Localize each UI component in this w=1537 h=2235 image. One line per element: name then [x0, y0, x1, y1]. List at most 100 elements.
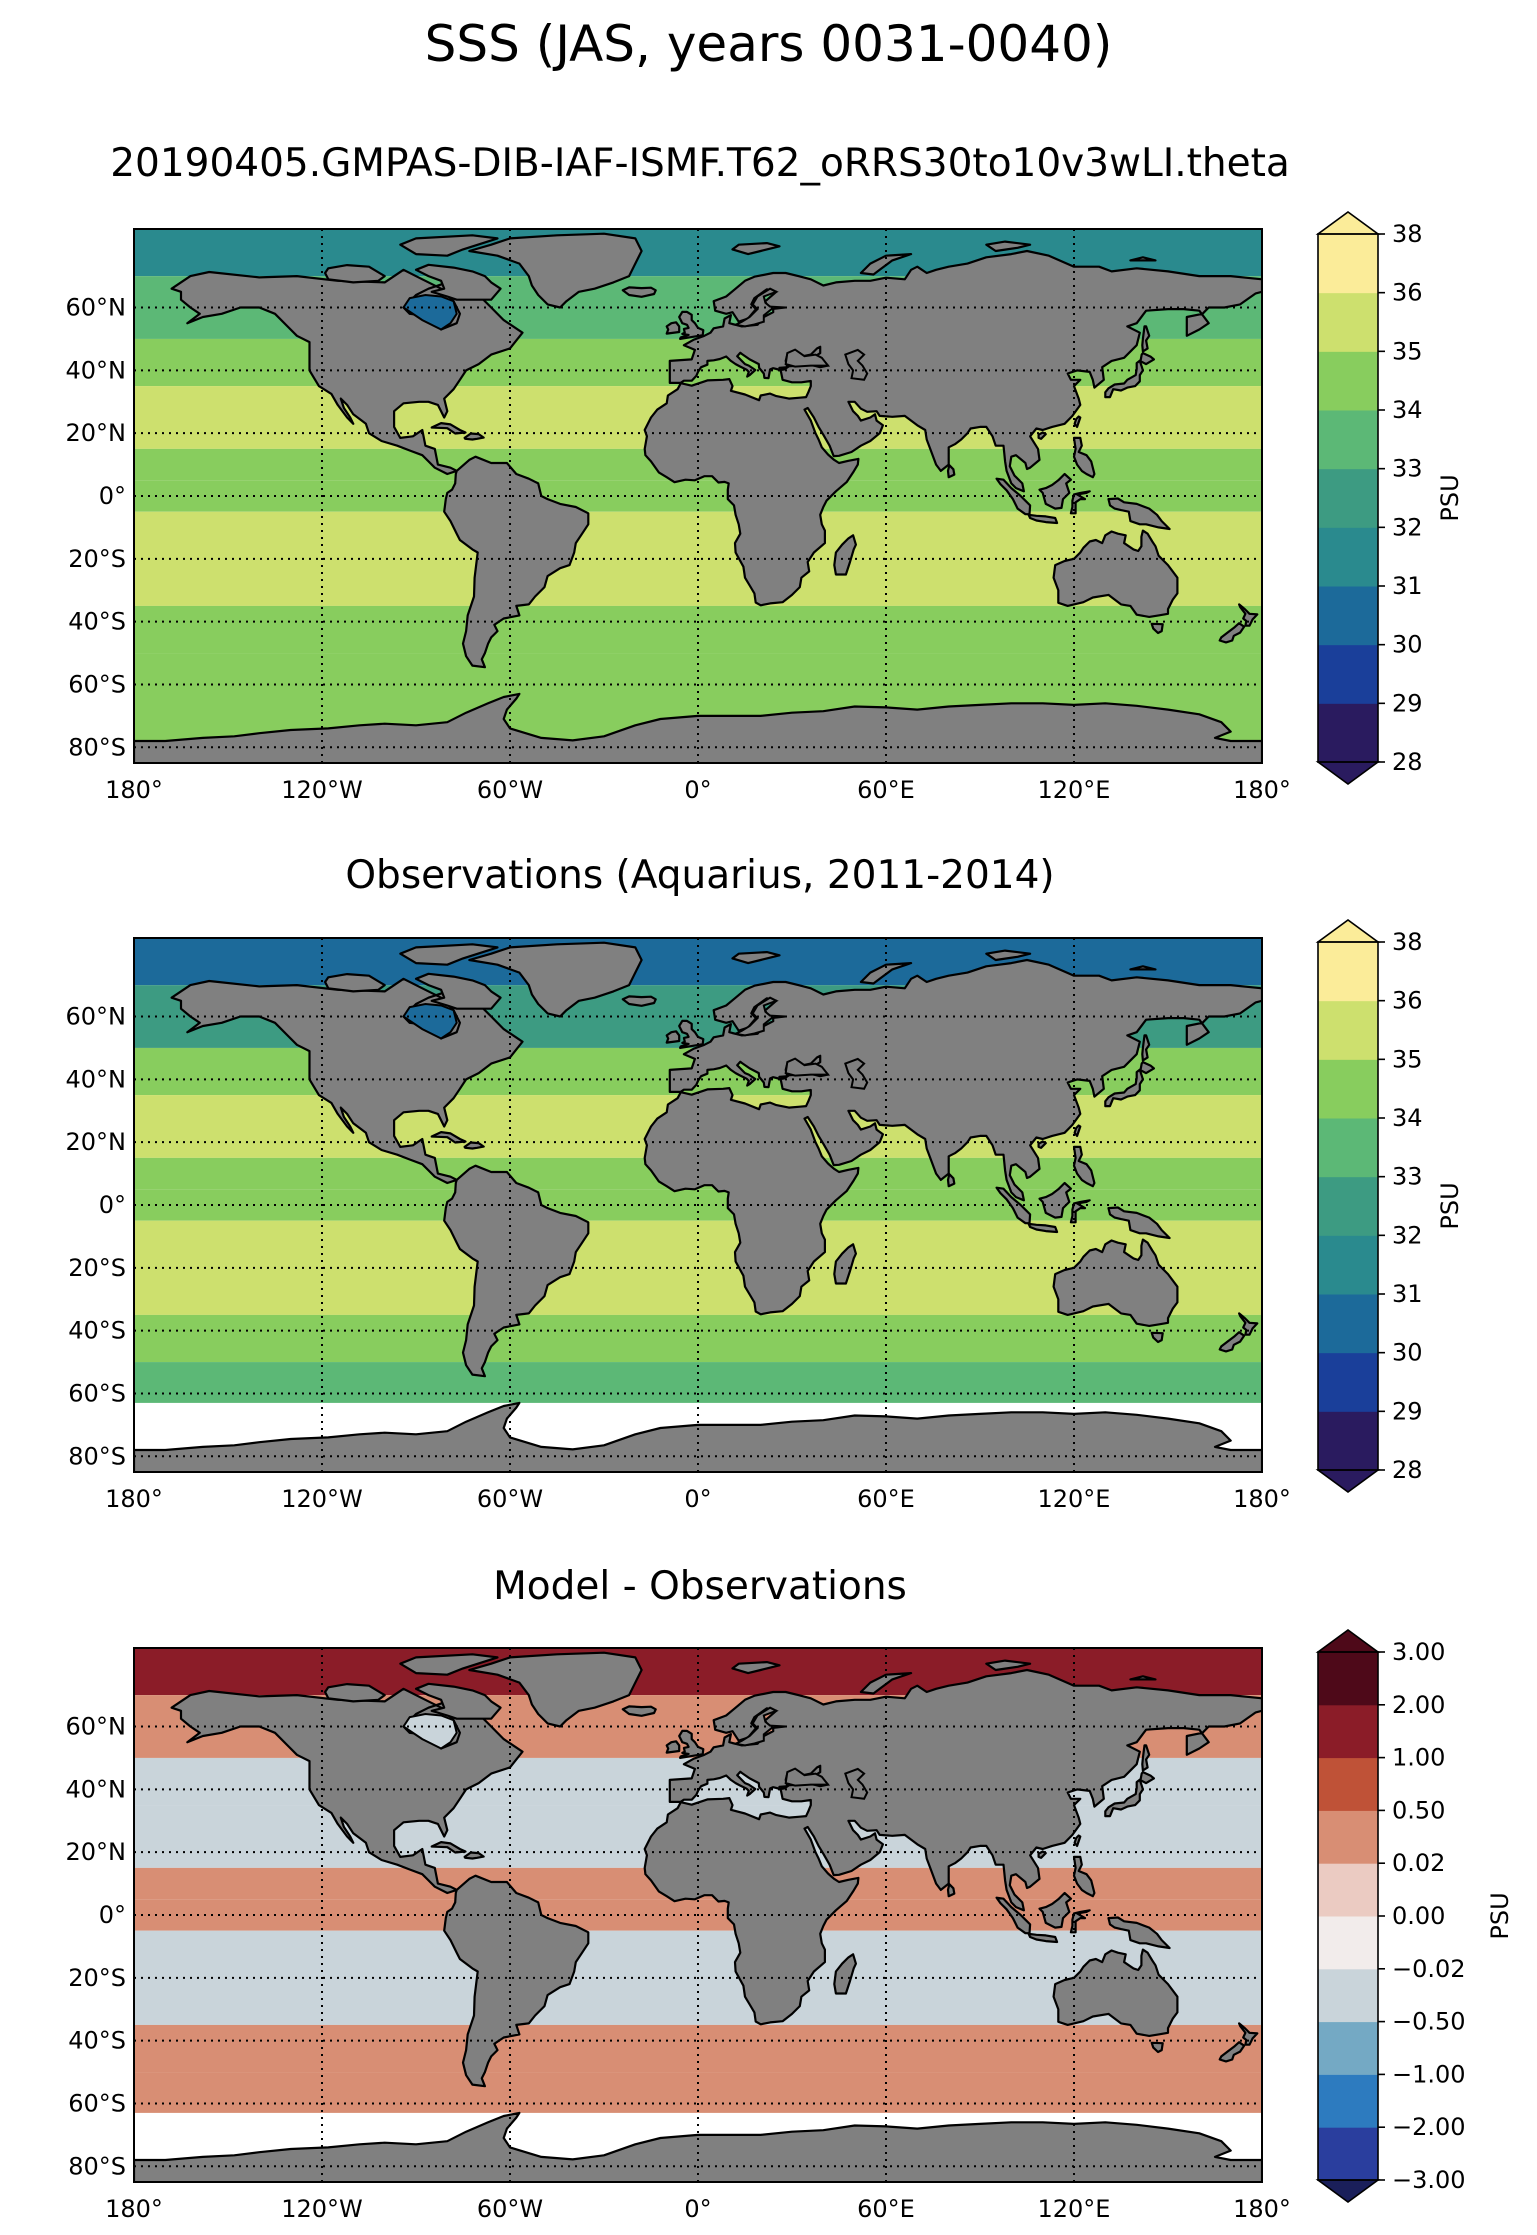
colorbar-tick-label: 0.50	[1392, 1796, 1445, 1824]
land-new-zealand-north	[1237, 603, 1259, 627]
lon-tick-label: 0°	[684, 2195, 711, 2223]
colorbar-label: PSU	[1436, 1182, 1464, 1229]
land-greenland	[468, 232, 643, 309]
land-new-guinea	[1107, 1206, 1171, 1240]
colorbar-segment	[1318, 2074, 1378, 2128]
colorbar-1: 28 29 30 31 32 33 34 35 36 38 PSU	[1315, 211, 1464, 785]
colorbar-segment	[1318, 1118, 1378, 1178]
colorbar-segment	[1318, 1059, 1378, 1119]
lat-tick-label: 0°	[99, 482, 126, 510]
colorbar-tick-label: −0.50	[1392, 2008, 1466, 2036]
lat-tick-label: 80°S	[68, 2152, 126, 2180]
land-iceland	[621, 995, 657, 1007]
colorbar-tick-label: 35	[1392, 337, 1423, 365]
map-frame	[133, 1647, 1263, 2183]
colorbar-tick-label: 38	[1392, 928, 1423, 956]
land-hispaniola	[463, 432, 485, 441]
water-hudson-bay	[402, 1712, 458, 1750]
land-kamchatka-coast-islands	[1129, 965, 1157, 971]
colorbar-extend-min	[1315, 2179, 1381, 2203]
land-greenland	[468, 941, 643, 1018]
lat-tick-label: 40°S	[68, 2027, 126, 2055]
colorbar-tick-label: 36	[1392, 987, 1423, 1015]
land-antarctica	[134, 2111, 1262, 2182]
land-madagascar	[833, 1243, 858, 1285]
land-sri-lanka	[946, 1883, 956, 1898]
land-new-zealand-north	[1237, 2022, 1259, 2046]
colorbar-tick-label: −1.00	[1392, 2060, 1466, 2088]
lon-tick-label: 60°E	[857, 2195, 915, 2223]
colorbar-segment	[1318, 351, 1378, 411]
lon-tick-label: 60°W	[477, 776, 543, 804]
land-sulawesi	[1069, 1909, 1091, 1934]
land-mask	[134, 232, 1262, 763]
colorbar-segment	[1318, 1757, 1378, 1811]
water-black-sea	[784, 1767, 831, 1787]
land-japan	[1104, 1770, 1156, 1818]
land-svalbard	[731, 1660, 781, 1675]
land-hispaniola	[463, 1851, 485, 1860]
land-new-guinea	[1107, 1916, 1171, 1950]
land-taiwan	[1073, 1834, 1082, 1848]
colorbar-tick-label: 30	[1392, 631, 1423, 659]
colorbar-tick-label: 31	[1392, 1280, 1423, 1308]
colorbar-tick-label: 31	[1392, 572, 1423, 600]
colorbar-segment	[1318, 410, 1378, 470]
land-victoria-island	[324, 972, 386, 993]
lon-tick-label: 0°	[684, 776, 711, 804]
lat-tick-label: 80°S	[68, 1442, 126, 1470]
colorbar-tick-label: 1.00	[1392, 1744, 1445, 1772]
panel-3-title: Model - Observations	[493, 1564, 907, 1609]
lat-tick-label: 40°N	[66, 356, 127, 384]
land-victoria-island	[324, 264, 386, 284]
colorbar-tick-label: 2.00	[1392, 1691, 1445, 1719]
colorbar-extend-min	[1315, 1469, 1381, 1493]
land-ellesmere-island	[399, 234, 499, 257]
colorbar-tick-label: 36	[1392, 279, 1423, 307]
land-japan	[1104, 352, 1156, 399]
lat-tick-label: 20°S	[68, 1964, 126, 1992]
land-cuba	[430, 422, 467, 435]
land-cuba	[430, 1130, 467, 1144]
colorbar-tick-label: 28	[1392, 748, 1423, 776]
colorbar-segment	[1318, 1968, 1378, 2023]
water-hudson-bay	[402, 293, 458, 331]
colorbar-segment	[1318, 292, 1378, 352]
lon-tick-label: 180°	[105, 1485, 163, 1513]
map-frame	[133, 228, 1263, 764]
lon-tick-label: 180°	[1233, 1485, 1291, 1513]
land-java	[1027, 1932, 1059, 1944]
land-ellesmere-island	[399, 1653, 499, 1676]
lat-tick-label: 20°S	[68, 545, 126, 573]
colorbar-tick-label: 34	[1392, 396, 1423, 424]
land-australia	[1052, 529, 1179, 619]
water-black-sea	[784, 348, 831, 368]
land-new-zealand-south	[1218, 1331, 1246, 1353]
land-hispaniola	[463, 1141, 485, 1150]
water-caspian-sea	[844, 1767, 869, 1800]
colorbar-segment	[1318, 1235, 1378, 1295]
lon-tick-label: 120°W	[281, 2195, 363, 2223]
lon-tick-label: 60°W	[477, 1485, 543, 1513]
land-sakhalin	[1141, 1744, 1151, 1772]
land-philippines	[1072, 1855, 1096, 1898]
colorbar-segment	[1318, 703, 1378, 763]
water-caspian-sea	[844, 1057, 869, 1090]
colorbar-tick-label: 30	[1392, 1339, 1423, 1367]
lat-tick-label: 60°N	[66, 1713, 127, 1741]
land-australia	[1052, 1238, 1179, 1328]
land-iceland	[621, 1705, 657, 1717]
lat-tick-label: 60°S	[68, 1379, 126, 1407]
colorbar-segment	[1318, 1000, 1378, 1060]
land-baffin-island	[414, 1682, 502, 1720]
land-ireland	[665, 1740, 681, 1754]
colorbar-segment	[1318, 644, 1378, 704]
colorbar-segment	[1318, 468, 1378, 528]
land-kamchatka-coast-islands	[1129, 1675, 1157, 1681]
lat-tick-label: 40°N	[66, 1065, 127, 1093]
lat-tick-label: 60°N	[66, 294, 127, 322]
colorbar-segment	[1318, 234, 1378, 294]
lon-tick-label: 0°	[684, 1485, 711, 1513]
land-madagascar	[833, 1953, 858, 1995]
water-black-sea	[784, 1057, 831, 1077]
